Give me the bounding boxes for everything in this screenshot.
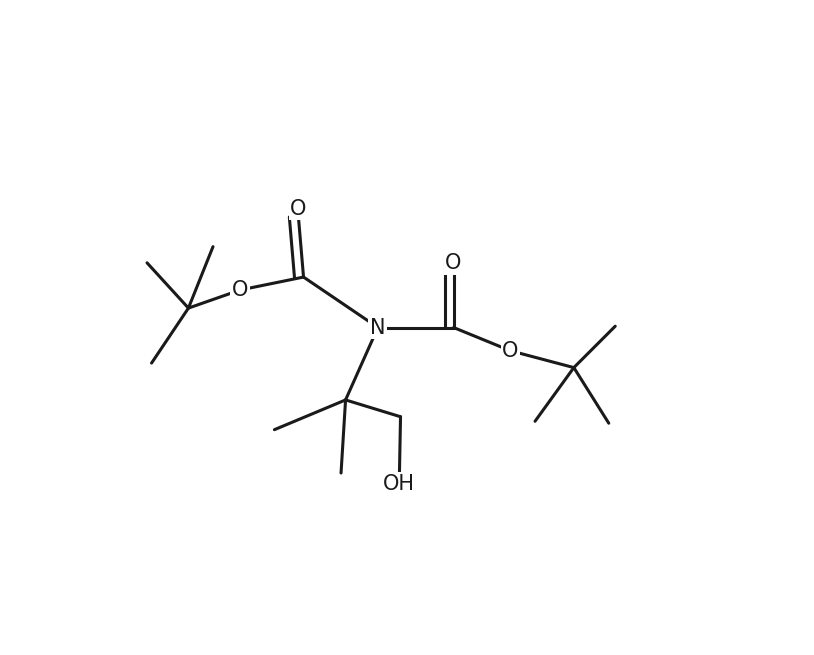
Text: N: N (370, 318, 386, 337)
Text: O: O (445, 253, 462, 273)
Text: O: O (290, 198, 307, 219)
Text: OH: OH (383, 474, 415, 494)
Text: O: O (502, 341, 519, 361)
Text: O: O (232, 280, 248, 300)
